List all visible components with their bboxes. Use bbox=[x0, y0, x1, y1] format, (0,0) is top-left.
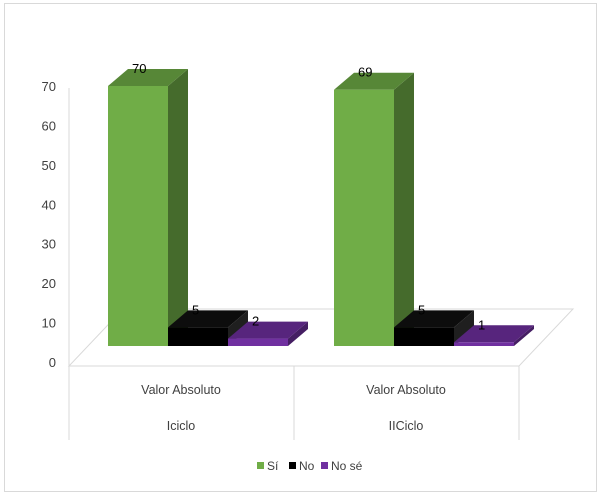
y-tick-label: 0 bbox=[49, 355, 56, 370]
bar bbox=[228, 321, 308, 346]
legend-item: No sé bbox=[321, 459, 363, 473]
bar bbox=[454, 325, 534, 346]
y-tick-label: 70 bbox=[42, 79, 56, 94]
data-label: 69 bbox=[358, 65, 372, 80]
category-sublabel: IICiclo bbox=[389, 419, 424, 433]
category-sublabel: Iciclo bbox=[167, 419, 196, 433]
y-tick-label: 10 bbox=[42, 316, 56, 331]
y-axis: 0 10 20 30 40 50 60 70 bbox=[42, 79, 56, 370]
legend-swatch bbox=[321, 462, 328, 469]
bars bbox=[108, 69, 534, 346]
bar bbox=[168, 310, 248, 346]
data-label: 2 bbox=[252, 314, 259, 329]
legend-label: No sé bbox=[331, 459, 363, 473]
category-label: Valor Absoluto bbox=[366, 383, 446, 397]
legend-label: Sí bbox=[267, 459, 279, 473]
bar bbox=[334, 72, 414, 346]
data-labels: 70 5 2 69 5 1 bbox=[132, 61, 485, 332]
chart-frame bbox=[4, 3, 597, 492]
y-tick-label: 30 bbox=[42, 237, 56, 252]
legend-item: No bbox=[289, 459, 315, 473]
y-tick-label: 40 bbox=[42, 197, 56, 212]
category-label: Valor Absoluto bbox=[141, 383, 221, 397]
data-label: 1 bbox=[478, 317, 485, 332]
y-tick-label: 50 bbox=[42, 158, 56, 173]
data-label: 5 bbox=[418, 302, 425, 317]
legend-label: No bbox=[299, 459, 315, 473]
y-tick-label: 60 bbox=[42, 118, 56, 133]
legend-swatch bbox=[289, 462, 296, 469]
legend-swatch bbox=[257, 462, 264, 469]
bar bbox=[108, 69, 188, 346]
data-label: 70 bbox=[132, 61, 146, 76]
legend: Sí No No sé bbox=[257, 459, 363, 473]
data-label: 5 bbox=[192, 302, 199, 317]
legend-item: Sí bbox=[257, 459, 279, 473]
category-axis: Valor Absoluto Iciclo Valor Absoluto IICicl… bbox=[68, 366, 520, 440]
y-tick-label: 20 bbox=[42, 276, 56, 291]
bar bbox=[394, 310, 474, 346]
